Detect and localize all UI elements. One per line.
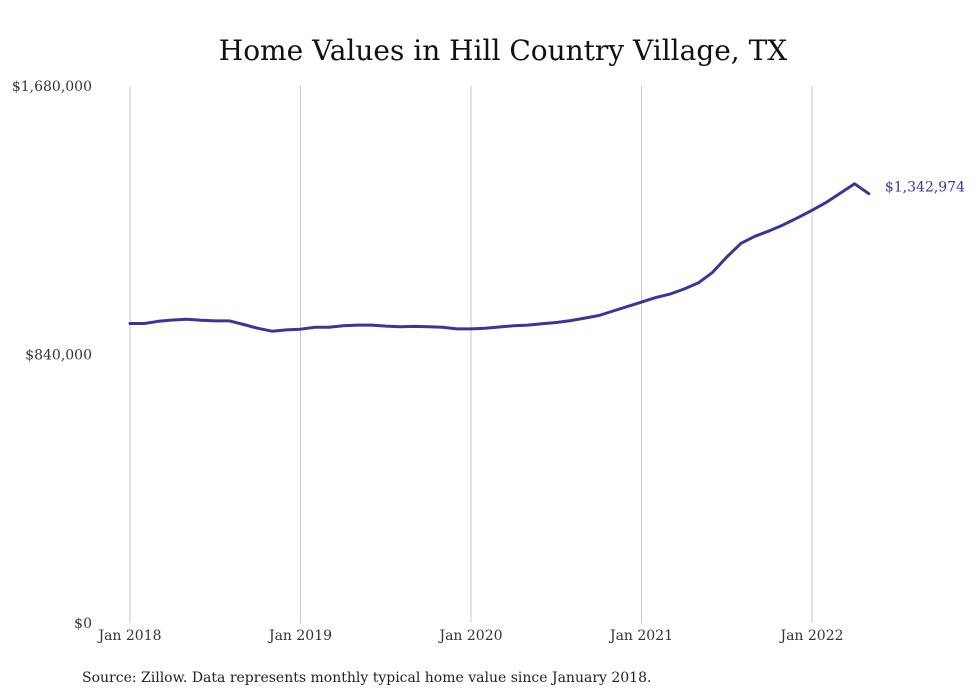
x-gridlines	[129, 86, 813, 623]
y-tick-label-2: $1,680,000	[12, 79, 92, 95]
y-tick-label-1: $840,000	[25, 348, 92, 364]
end-value-label: $1,342,974	[885, 180, 965, 196]
y-tick-label-0: $0	[74, 616, 92, 632]
y-axis-ticks: $0 $840,000 $1,680,000	[12, 79, 92, 632]
source-note: Source: Zillow. Data represents monthly …	[82, 670, 651, 686]
x-tick-label-0: Jan 2018	[96, 628, 161, 644]
chart-title: Home Values in Hill Country Village, TX	[219, 34, 788, 67]
series-group: $1,342,974	[128, 180, 965, 333]
x-tick-label-3: Jan 2021	[608, 628, 673, 644]
series-line-0	[128, 182, 871, 333]
x-tick-label-4: Jan 2022	[778, 628, 843, 644]
x-tick-label-2: Jan 2020	[437, 628, 502, 644]
x-tick-label-1: Jan 2019	[267, 628, 332, 644]
x-axis-ticks: Jan 2018 Jan 2019 Jan 2020 Jan 2021 Jan 2022	[96, 628, 843, 644]
